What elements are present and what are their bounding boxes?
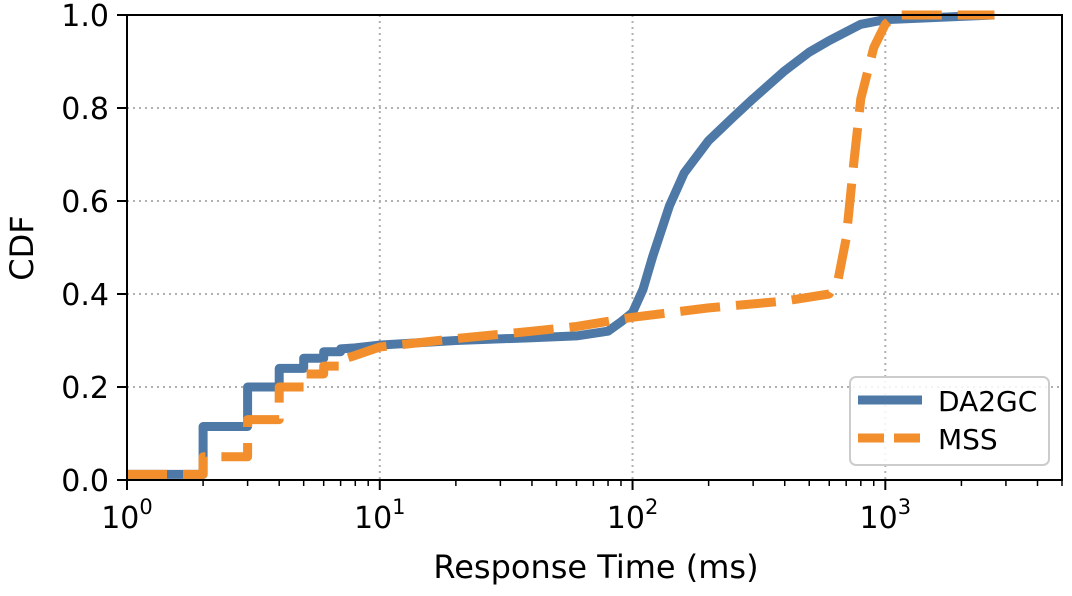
x-tick-exponent: 0 — [139, 495, 152, 519]
series-line-mss — [127, 10, 995, 479]
series-lines — [127, 10, 995, 479]
x-tick-base: 10 — [354, 501, 392, 536]
x-tick-label: 102 — [607, 495, 659, 536]
x-tick-exponent: 1 — [392, 495, 405, 519]
x-tick-label: 100 — [101, 495, 153, 536]
plot-border — [126, 14, 1063, 481]
plot-frame — [126, 14, 1063, 481]
legend: DA2GC MSS — [849, 376, 1050, 466]
x-tick-label: 101 — [354, 495, 406, 536]
y-tick-label: 1.0 — [61, 0, 109, 34]
y-tick-label: 0.2 — [61, 371, 109, 406]
series-line-da2gc — [127, 10, 995, 479]
x-tick-exponent: 2 — [645, 495, 658, 519]
x-tick-exponent: 3 — [898, 495, 911, 519]
y-tick-label: 0.8 — [61, 92, 109, 127]
x-axis-label: Response Time (ms) — [433, 548, 758, 586]
y-axis-label: CDF — [3, 215, 41, 280]
x-tick-base: 10 — [860, 501, 898, 536]
x-tick-label: 103 — [860, 495, 912, 536]
x-tick-base: 10 — [607, 501, 645, 536]
x-tick-base: 10 — [101, 501, 139, 536]
y-tick-label: 0.6 — [61, 185, 109, 220]
legend-label-da2gc: DA2GC — [938, 385, 1037, 418]
y-tick-label: 0.4 — [61, 278, 109, 313]
legend-label-mss: MSS — [938, 423, 998, 456]
y-tick-label: 0.0 — [61, 464, 109, 499]
